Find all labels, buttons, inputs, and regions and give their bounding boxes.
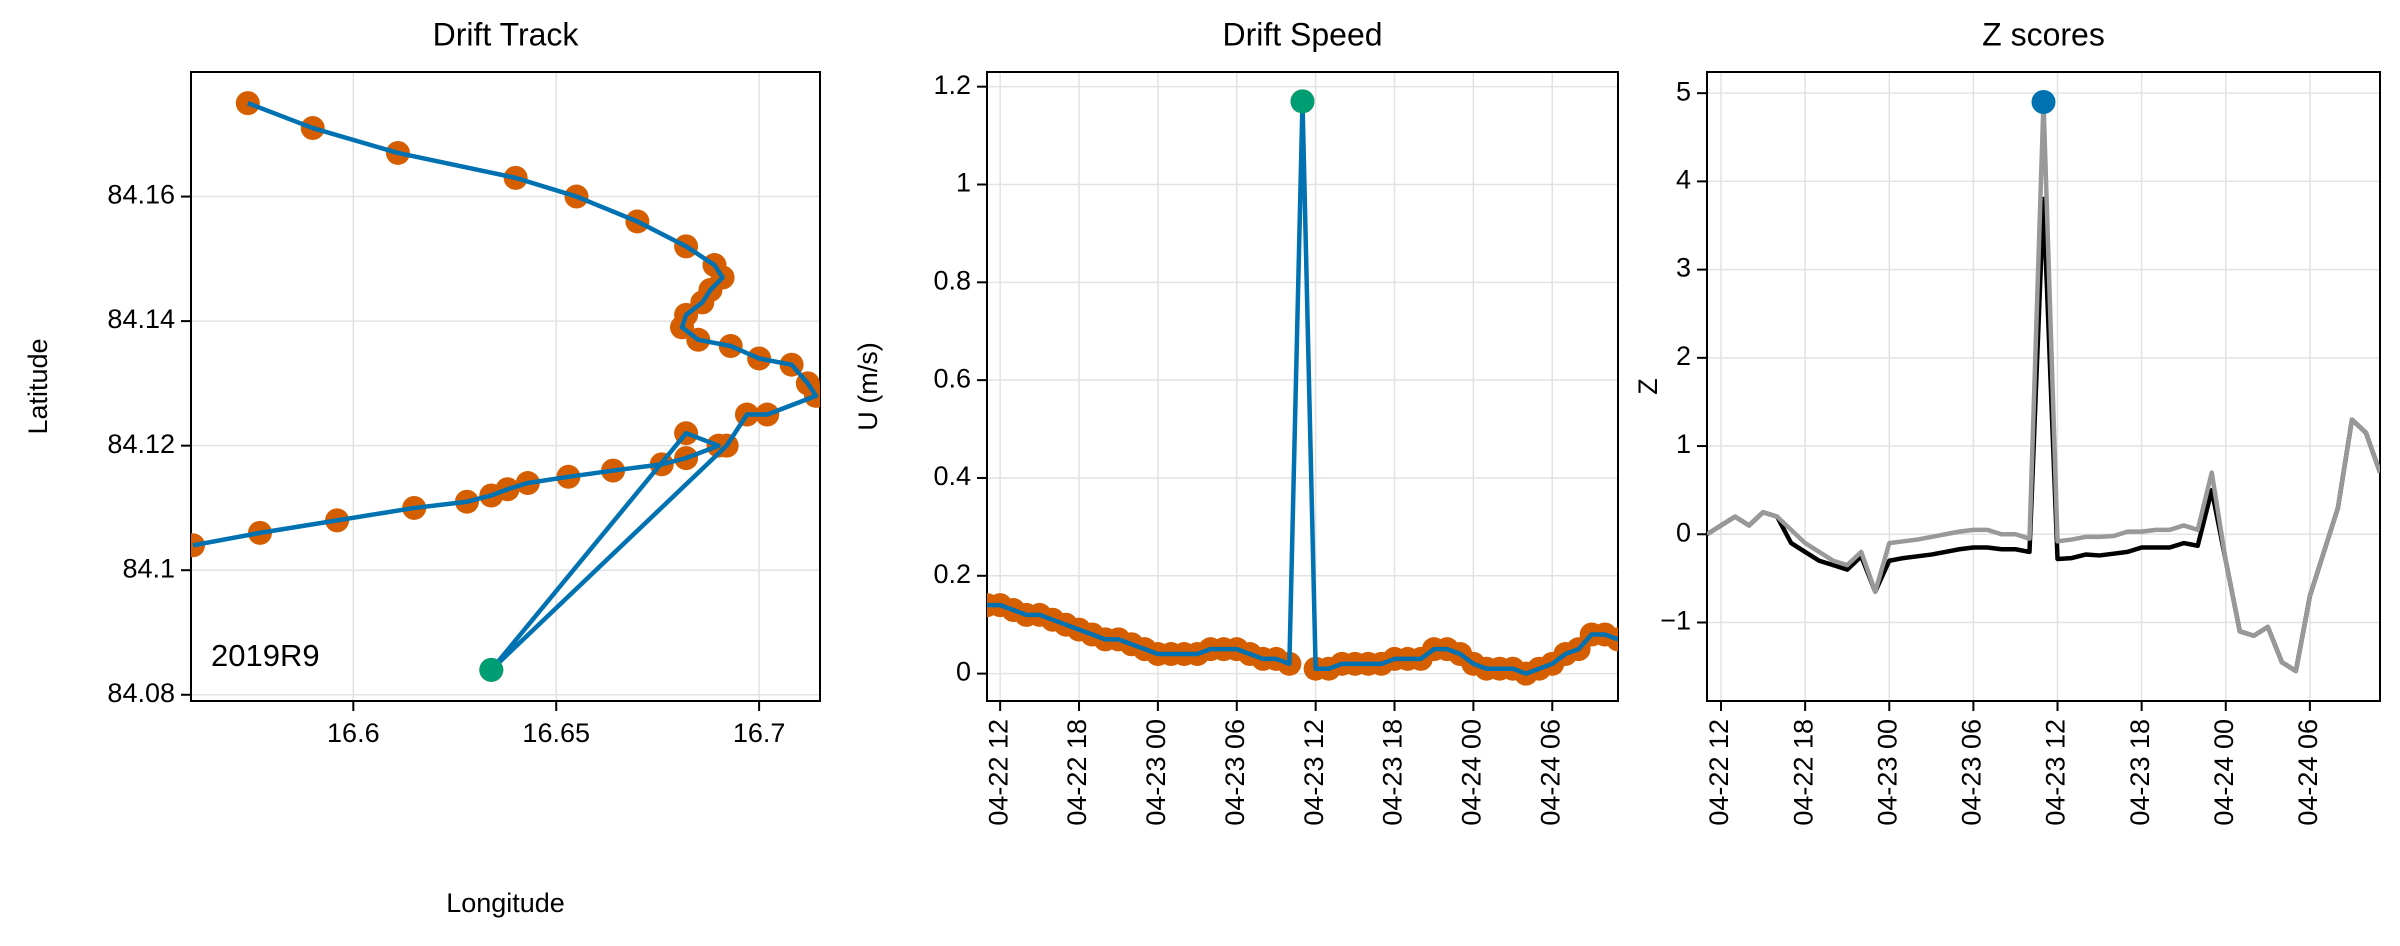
chart-title: Z scores — [1982, 16, 2105, 52]
x-tick-label: 04-23 12 — [2041, 719, 2071, 826]
y-axis-label: Latitude — [23, 338, 53, 434]
y-tick-label: 4 — [1676, 165, 1691, 195]
x-tick-label: 04-22 12 — [983, 719, 1013, 826]
y-tick-label: 0 — [1676, 517, 1691, 547]
y-tick-label: −1 — [1660, 606, 1691, 636]
outlier-point — [2031, 89, 2056, 114]
y-tick-label: 0.8 — [933, 265, 971, 295]
y-tick-label: 0.6 — [933, 363, 971, 393]
y-tick-label: 2 — [1676, 341, 1691, 371]
x-tick-label: 04-24 00 — [1457, 719, 1487, 826]
y-tick-label: 0.4 — [933, 461, 971, 491]
y-tick-label: 0 — [956, 657, 971, 687]
x-tick-label: 04-23 06 — [1957, 719, 1987, 826]
x-tick-label: 16.65 — [522, 718, 590, 748]
outlier-point — [1290, 89, 1315, 114]
x-tick-label: 04-23 18 — [1378, 719, 1408, 826]
y-tick-label: 84.1 — [122, 553, 175, 583]
x-tick-label: 04-22 18 — [1788, 719, 1818, 826]
y-tick-label: 5 — [1676, 76, 1691, 106]
x-tick-label: 04-23 18 — [2125, 719, 2155, 826]
y-tick-label: 84.14 — [107, 304, 175, 334]
y-tick-label: 84.12 — [107, 429, 175, 459]
axes-frame — [986, 71, 1619, 702]
y-tick-label: 0.2 — [933, 559, 971, 589]
annotation: 2019R9 — [211, 638, 320, 673]
y-tick-label: 1 — [956, 168, 971, 198]
x-tick-label: 16.7 — [733, 718, 786, 748]
outlier-point — [479, 657, 504, 682]
x-tick-label: 04-24 00 — [2209, 719, 2239, 826]
track-line — [192, 101, 819, 673]
x-tick-label: 16.6 — [327, 718, 380, 748]
y-tick-label: 3 — [1676, 253, 1691, 283]
axes-frame — [1706, 71, 2381, 702]
x-tick-label: 04-23 00 — [1872, 719, 1902, 826]
x-tick-label: 04-23 00 — [1141, 719, 1171, 826]
y-tick-label: 1.2 — [933, 70, 971, 100]
x-tick-label: 04-22 12 — [1704, 719, 1734, 826]
x-tick-label: 04-24 06 — [2293, 719, 2323, 826]
y-axis-label: U (m/s) — [853, 342, 883, 430]
y-axis-label: Z — [1633, 378, 1663, 395]
y-tick-label: 84.08 — [107, 678, 175, 708]
x-tick-label: 04-23 12 — [1299, 719, 1329, 826]
chart-title: Drift Track — [433, 16, 580, 52]
x-tick-label: 04-22 18 — [1062, 719, 1092, 826]
x-tick-label: 04-24 06 — [1535, 719, 1565, 826]
x-axis-label: Longitude — [446, 888, 565, 918]
x-tick-label: 04-23 06 — [1220, 719, 1250, 826]
chart-title: Drift Speed — [1222, 16, 1382, 52]
y-tick-label: 84.16 — [107, 180, 175, 210]
y-tick-label: 1 — [1676, 429, 1691, 459]
